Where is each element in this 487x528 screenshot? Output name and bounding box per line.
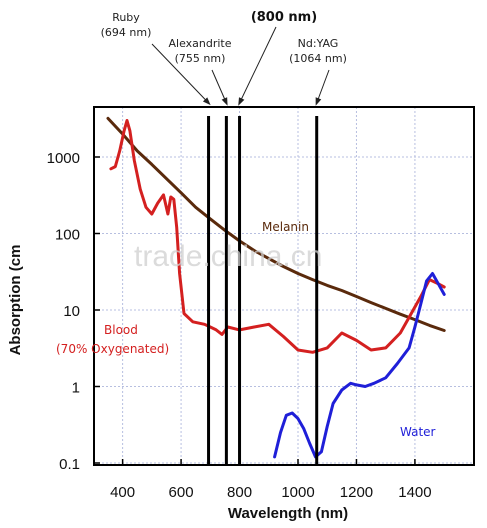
series-line-water (273, 272, 446, 459)
x-tick-label: 600 (169, 484, 194, 501)
x-tick-label: 1000 (281, 484, 314, 501)
plot-frame (93, 106, 475, 466)
laser-pointer-diode (239, 26, 277, 104)
laser-label-alexandrite: (755 nm) (175, 52, 226, 65)
grid (94, 107, 474, 465)
blood-label-line2: (70% Oxygenated) (56, 342, 169, 356)
plot-area (94, 107, 474, 465)
y-axis-title: Absorption (cm (7, 245, 24, 356)
laser-pointer-nd-yag (316, 69, 330, 104)
y-tick-label: 1 (72, 380, 80, 397)
laser-arrowhead-nd-yag (315, 97, 322, 106)
y-tick-label: 10 (63, 303, 80, 320)
blood-label-line1: Blood (104, 323, 138, 337)
laser-label-nd-yag: Nd:YAG (298, 37, 339, 50)
laser-label-ruby: (694 nm) (101, 26, 152, 39)
watermark: trade.china.cn (134, 240, 322, 273)
x-tick-label: 800 (227, 484, 252, 501)
laser-label-diode: (800 nm) (251, 10, 317, 25)
x-tick-label: 400 (110, 484, 135, 501)
laser-lines: Ruby (694 nm) Alexandrite (755 nm) (800 nm) N… (101, 10, 347, 465)
x-tick-label: 1200 (340, 484, 373, 501)
laser-arrowhead-ruby (202, 97, 211, 106)
series-line-melanin (106, 116, 446, 332)
laser-pointer-ruby (151, 43, 209, 104)
axis-ticks: 400 600 800 1000 1200 1400 0.1 1 10 100 1000 (47, 150, 432, 501)
y-tick-label: 100 (55, 227, 80, 244)
laser-label-nd-yag: (1064 nm) (289, 52, 347, 65)
laser-arrowhead-diode (238, 97, 245, 106)
y-tick-label: 1000 (47, 150, 80, 167)
laser-pointer-alexandrite (211, 69, 227, 104)
y-tick-label: 0.1 (59, 456, 80, 473)
laser-arrowhead-alexandrite (221, 97, 228, 106)
water-label: Water (400, 425, 436, 439)
x-axis-title: Wavelength (nm) (228, 505, 348, 522)
laser-label-alexandrite: Alexandrite (168, 37, 231, 50)
series-group (106, 116, 446, 459)
x-tick-label: 1400 (398, 484, 431, 501)
series-line-blood-70-oxygenated (109, 119, 446, 354)
melanin-label: Melanin (262, 220, 309, 234)
laser-label-ruby: Ruby (112, 11, 140, 24)
